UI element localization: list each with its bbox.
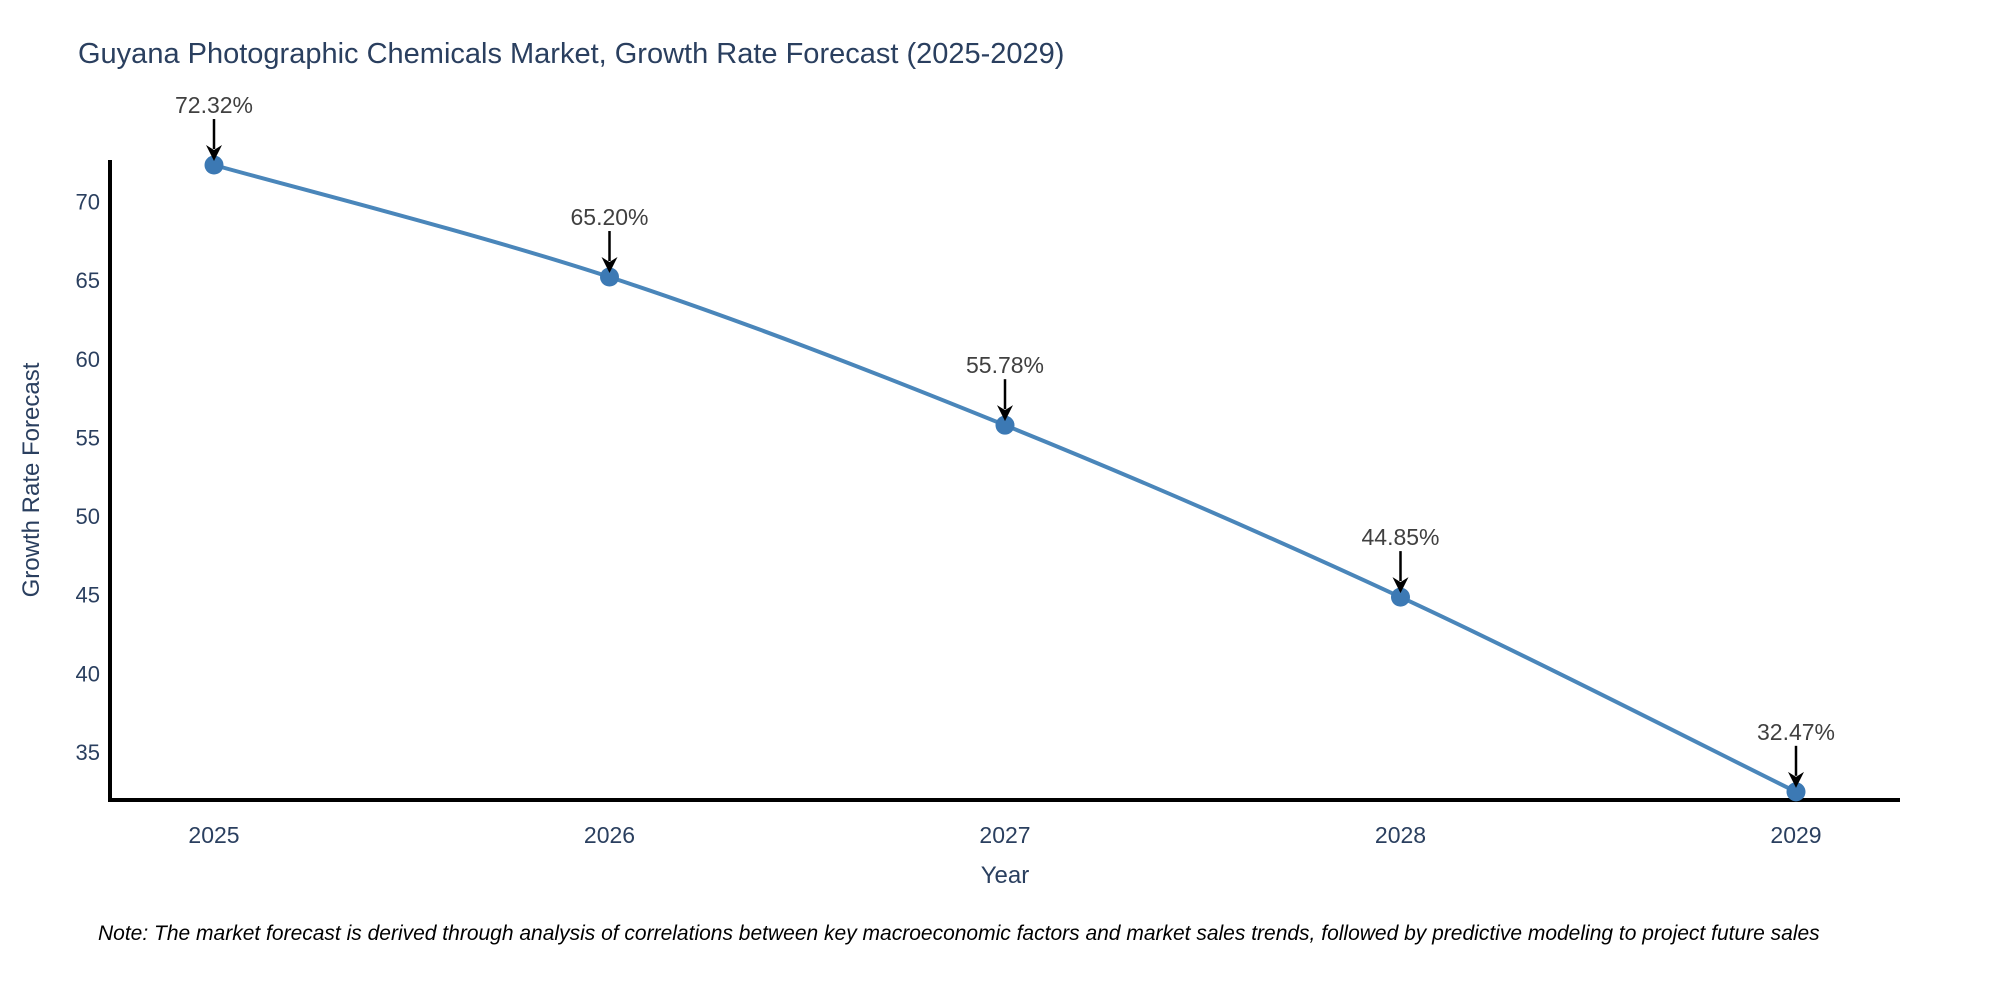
annotation-arrowhead-icon — [206, 145, 222, 162]
annotation-arrowhead-icon — [601, 257, 618, 274]
data-point-marker — [600, 267, 619, 287]
line-series — [212, 163, 1798, 794]
y-tick-label: 35 — [76, 740, 100, 765]
y-tick-label: 65 — [76, 268, 100, 293]
y-tick-label: 55 — [76, 425, 100, 450]
x-axis-title: Year — [980, 862, 1030, 889]
y-tick-label: 40 — [76, 661, 100, 686]
annotation-label: 44.85% — [1361, 524, 1439, 550]
annotation-arrowhead-icon — [997, 405, 1013, 422]
data-point-marker — [1391, 587, 1410, 607]
x-tick-label: 2027 — [979, 822, 1030, 848]
x-tick-label: 2026 — [584, 822, 635, 848]
annotation-label: 32.47% — [1757, 719, 1835, 745]
data-point-marker — [204, 155, 224, 175]
chart-title: Guyana Photographic Chemicals Market, Gr… — [78, 38, 1065, 70]
y-tick-label: 60 — [76, 347, 100, 372]
x-tick-label: 2029 — [1770, 822, 1821, 848]
data-point-marker — [995, 415, 1015, 435]
x-tick-label: 2028 — [1375, 822, 1426, 848]
annotation-label: 72.32% — [175, 92, 253, 118]
footnote: Note: The market forecast is derived thr… — [98, 922, 1820, 945]
annotation-arrowhead-icon — [1788, 771, 1804, 788]
annotation-label: 65.20% — [570, 204, 648, 230]
y-tick-label: 45 — [76, 583, 100, 608]
y-tick-label: 50 — [76, 504, 100, 529]
y-tick-label: 70 — [76, 190, 100, 215]
x-tick-label: 2025 — [188, 822, 239, 848]
annotation-arrowhead-icon — [1392, 577, 1409, 594]
data-point-marker — [1786, 782, 1806, 802]
annotation-label: 55.78% — [966, 352, 1044, 378]
